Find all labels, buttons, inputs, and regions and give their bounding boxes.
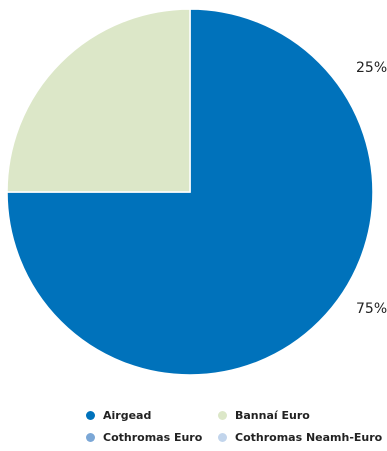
legend-item-airgead: Airgead [86,409,151,422]
legend-item-bannai-euro: Bannaí Euro [218,409,310,422]
legend-swatch-icon [86,433,95,442]
pie-slices [6,8,374,376]
legend-swatch-icon [218,433,227,442]
legend-swatch-icon [86,411,95,420]
pie-slice-banna-euro [6,8,191,193]
pie-chart: 25% 75% [6,8,387,376]
legend-item-cothromas-neamh-euro: Cothromas Neamh-Euro [218,431,382,444]
legend-swatch-icon [218,411,227,420]
legend-label: Bannaí Euro [235,409,310,422]
slice-label-airgead: 75% [356,301,387,317]
legend: Airgead Bannaí Euro Cothromas Euro Cothr… [0,400,387,451]
legend-label: Cothromas Euro [103,431,203,444]
pie-slice-airgead [6,8,374,376]
legend-label: Cothromas Neamh-Euro [235,431,383,444]
legend-label: Airgead [103,409,152,422]
slice-label-bannai-euro: 25% [356,60,387,76]
legend-item-cothromas-euro: Cothromas Euro [86,431,202,444]
